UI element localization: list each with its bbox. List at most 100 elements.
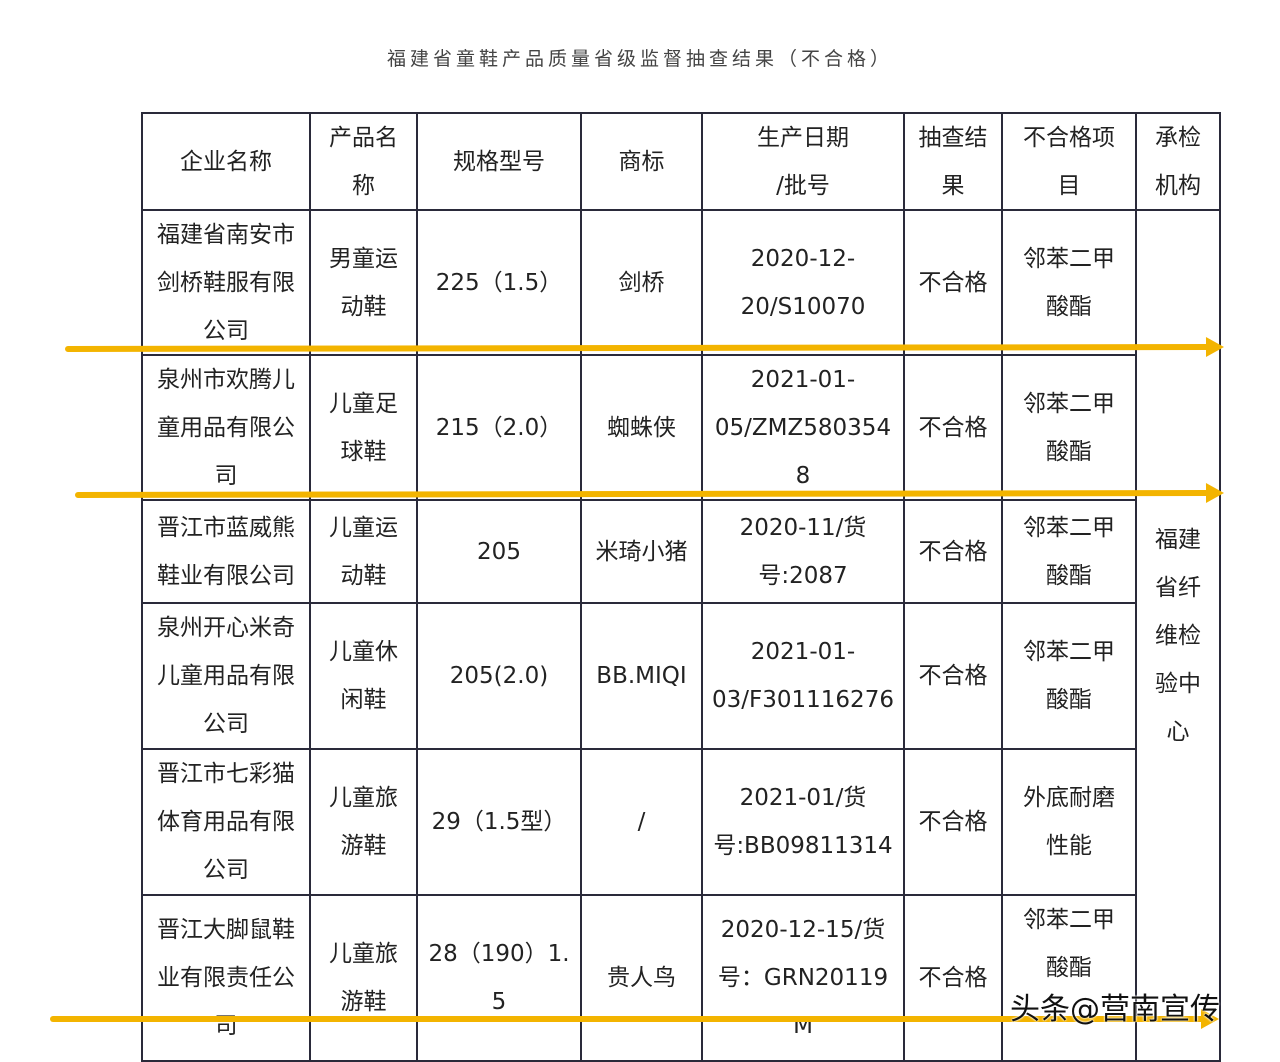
- cell-company: 晋江市蓝威熊鞋业有限公司: [141, 499, 311, 604]
- cell-inspector-text: 福建省纤维检验中心: [1155, 526, 1201, 745]
- header-product: 产品名称: [309, 112, 418, 211]
- cell-product: 儿童旅游鞋: [309, 748, 418, 896]
- cell-result: 不合格: [903, 894, 1003, 1062]
- cell-product: 儿童休闲鞋: [309, 602, 418, 750]
- header-brand: 商标: [580, 112, 703, 211]
- cell-company-text: 晋江市蓝威熊鞋业有限公司: [157, 514, 295, 589]
- cell-product-text: 儿童运动鞋: [329, 514, 398, 589]
- header-failed-item-text: 不合格项目: [1023, 124, 1115, 199]
- header-product-text: 产品名称: [329, 124, 398, 199]
- cell-result: 不合格: [903, 499, 1003, 604]
- cell-failed-item-text: 邻苯二甲酸酯: [1023, 639, 1115, 713]
- header-result-text: 抽查结果: [918, 124, 988, 199]
- cell-date-batch-text: 2020-12- 20/S10070: [740, 245, 866, 320]
- cell-failed-item-text: 邻苯二甲酸酯: [1023, 907, 1115, 981]
- cell-result-text: 不合格: [918, 414, 988, 441]
- cell-date-batch: 2021-01/货 号:BB09811314: [701, 748, 905, 896]
- cell-date-batch: 2020-12-15/货 号：GRN20119M: [701, 894, 905, 1062]
- cell-failed-item-text: 邻苯二甲酸酯: [1023, 514, 1115, 589]
- cell-company-text: 福建省南安市剑桥鞋服有限公司: [157, 221, 295, 344]
- cell-spec: 215（2.0）: [416, 354, 582, 501]
- cell-failed-item: 邻苯二甲酸酯: [1001, 354, 1137, 501]
- cell-date-batch-text: 2021-01/货 号:BB09811314: [713, 785, 893, 859]
- cell-date-batch: 2020-11/货 号:2087: [701, 499, 905, 604]
- cell-date-batch: 2021-01- 05/ZMZ5803548: [701, 354, 905, 501]
- cell-product: 儿童旅游鞋: [309, 894, 418, 1062]
- cell-date-batch-text: 2020-11/货 号:2087: [739, 514, 867, 589]
- cell-result: 不合格: [903, 209, 1003, 356]
- cell-brand: 贵人鸟: [580, 894, 703, 1062]
- cell-spec: 28（190）1.5: [416, 894, 582, 1062]
- cell-spec-text: 205(2.0): [449, 663, 549, 689]
- cell-company: 泉州市欢腾儿童用品有限公司: [141, 354, 311, 501]
- header-failed-item: 不合格项目: [1001, 112, 1137, 211]
- cell-failed-item-text: 邻苯二甲酸酯: [1023, 245, 1115, 320]
- cell-spec-text: 28（190）1.5: [428, 941, 570, 1015]
- cell-company: 福建省南安市剑桥鞋服有限公司: [141, 209, 311, 356]
- cell-brand-text: 贵人鸟: [607, 965, 676, 991]
- header-date-batch: 生产日期 /批号: [701, 112, 905, 211]
- cell-company-text: 泉州市欢腾儿童用品有限公司: [157, 366, 295, 489]
- header-inspector-text: 承检机构: [1155, 124, 1201, 199]
- document-title: 福建省童鞋产品质量省级监督抽查结果（不合格）: [386, 48, 893, 70]
- cell-result-text: 不合格: [918, 269, 988, 296]
- cell-brand: 米琦小猪: [580, 499, 703, 604]
- cell-spec: 29（1.5型）: [416, 748, 582, 896]
- cell-failed-item: 外底耐磨性能: [1001, 748, 1137, 896]
- cell-brand: 蜘蛛侠: [580, 354, 703, 501]
- cell-company: 泉州开心米奇儿童用品有限公司: [141, 602, 311, 750]
- cell-brand-text: 蜘蛛侠: [607, 414, 676, 441]
- cell-company-text: 晋江市七彩猫体育用品有限公司: [157, 761, 295, 883]
- header-spec-text: 规格型号: [453, 148, 545, 175]
- cell-spec: 205(2.0): [416, 602, 582, 750]
- cell-failed-item: 邻苯二甲酸酯: [1001, 209, 1137, 356]
- cell-company-text: 晋江大脚鼠鞋业有限责任公司: [157, 917, 295, 1039]
- cell-brand-text: /: [637, 809, 646, 835]
- watermark: 头条@营南宣传: [1010, 992, 1220, 1027]
- cell-date-batch: 2021-01- 03/F301116276: [701, 602, 905, 750]
- cell-spec-text: 29（1.5型）: [431, 809, 567, 835]
- cell-failed-item-text: 邻苯二甲酸酯: [1023, 390, 1115, 465]
- cell-result-text: 不合格: [918, 809, 988, 835]
- cell-company: 晋江大脚鼠鞋业有限责任公司: [141, 894, 311, 1062]
- cell-result-text: 不合格: [918, 965, 988, 991]
- cell-failed-item: 邻苯二甲酸酯: [1001, 602, 1137, 750]
- cell-result-text: 不合格: [918, 538, 988, 565]
- cell-spec-text: 225（1.5）: [435, 269, 563, 296]
- cell-date-batch-text: 2021-01- 05/ZMZ5803548: [714, 366, 892, 489]
- cell-spec: 225（1.5）: [416, 209, 582, 356]
- header-result: 抽查结果: [903, 112, 1003, 211]
- cell-date-batch-text: 2020-12-15/货 号：GRN20119M: [717, 917, 889, 1039]
- cell-result: 不合格: [903, 602, 1003, 750]
- cell-brand-text: 米琦小猪: [595, 538, 688, 565]
- cell-product-text: 儿童旅游鞋: [329, 941, 398, 1015]
- header-inspector: 承检机构: [1135, 112, 1221, 211]
- cell-product: 儿童运动鞋: [309, 499, 418, 604]
- cell-company-text: 泉州开心米奇儿童用品有限公司: [157, 615, 295, 737]
- cell-spec-text: 205: [477, 538, 521, 565]
- cell-result: 不合格: [903, 354, 1003, 501]
- cell-result: 不合格: [903, 748, 1003, 896]
- cell-date-batch-text: 2021-01- 03/F301116276: [712, 639, 894, 713]
- cell-brand: /: [580, 748, 703, 896]
- header-spec: 规格型号: [416, 112, 582, 211]
- header-company: 企业名称: [141, 112, 311, 211]
- cell-brand-text: 剑桥: [618, 269, 665, 296]
- cell-date-batch: 2020-12- 20/S10070: [701, 209, 905, 356]
- cell-failed-item: 邻苯二甲酸酯: [1001, 894, 1137, 1062]
- cell-brand: BB.MIQI: [580, 602, 703, 750]
- cell-result-text: 不合格: [918, 663, 988, 689]
- cell-spec-text: 215（2.0）: [435, 414, 563, 441]
- cell-product-text: 儿童休闲鞋: [329, 639, 398, 713]
- cell-product: 男童运动鞋: [309, 209, 418, 356]
- cell-product: 儿童足球鞋: [309, 354, 418, 501]
- cell-brand: 剑桥: [580, 209, 703, 356]
- header-company-text: 企业名称: [180, 148, 272, 175]
- cell-product-text: 男童运动鞋: [329, 245, 398, 320]
- cell-product-text: 儿童旅游鞋: [329, 785, 398, 859]
- header-date-batch-text: 生产日期 /批号: [757, 124, 849, 199]
- cell-brand-text: BB.MIQI: [596, 663, 687, 689]
- cell-failed-item-text: 外底耐磨性能: [1023, 785, 1115, 859]
- cell-product-text: 儿童足球鞋: [329, 390, 398, 465]
- cell-failed-item: 邻苯二甲酸酯: [1001, 499, 1137, 604]
